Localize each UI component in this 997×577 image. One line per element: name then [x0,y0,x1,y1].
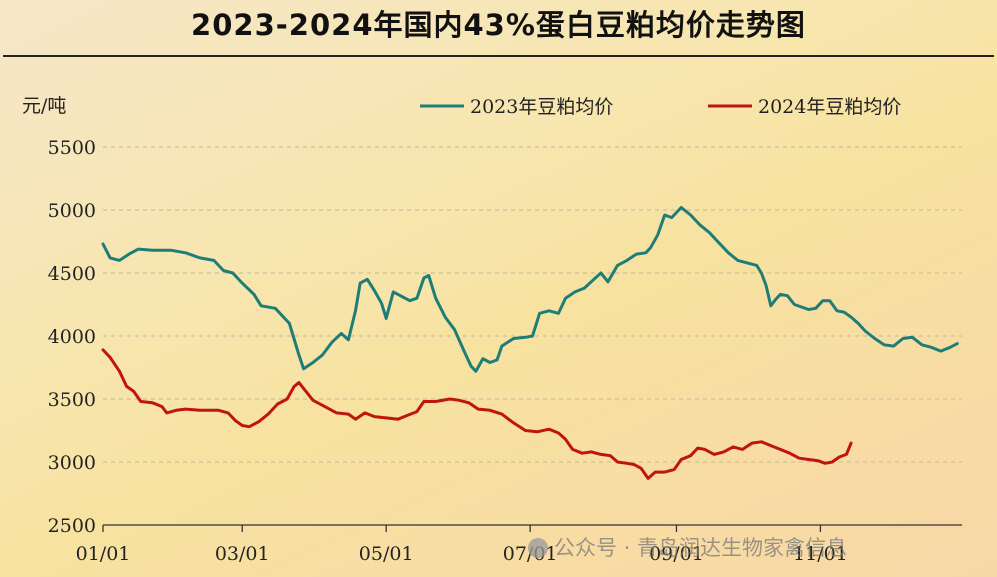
watermark-text: 公众号 · 青岛润达生物家禽信息 [554,536,848,560]
legend: 2023年豆粕均价 2024年豆粕均价 [420,96,901,118]
watermark: 公众号 · 青岛润达生物家禽信息 [528,532,847,562]
x-tick-label: 01/01 [76,543,131,565]
legend-label: 2023年豆粕均价 [470,96,613,118]
x-tick-label: 05/01 [359,543,414,565]
y-axis-unit: 元/吨 [22,95,66,117]
y-tick-label: 4500 [48,263,96,285]
y-tick-label: 5500 [48,137,96,159]
legend-label: 2024年豆粕均价 [758,96,901,118]
series-lines [101,206,959,480]
x-tick-label: 11/01 [793,543,848,565]
y-tick-label: 5000 [48,200,96,222]
wechat-logo-icon [528,538,548,558]
y-tick-label: 3500 [48,389,96,411]
x-tick-label: 03/01 [215,543,270,565]
chart-title: 2023-2024年国内43%蛋白豆粕均价走势图 [191,8,806,42]
series-line-1 [101,206,959,373]
y-tick-label: 2500 [48,515,96,537]
series-line-2 [101,348,853,480]
title-underline [3,55,994,57]
y-axis: 2500 3000 3500 4000 4500 5000 5500 [48,137,96,537]
x-tick-label: 09/01 [649,543,704,565]
y-tick-label: 3000 [48,452,96,474]
y-tick-label: 4000 [48,326,96,348]
